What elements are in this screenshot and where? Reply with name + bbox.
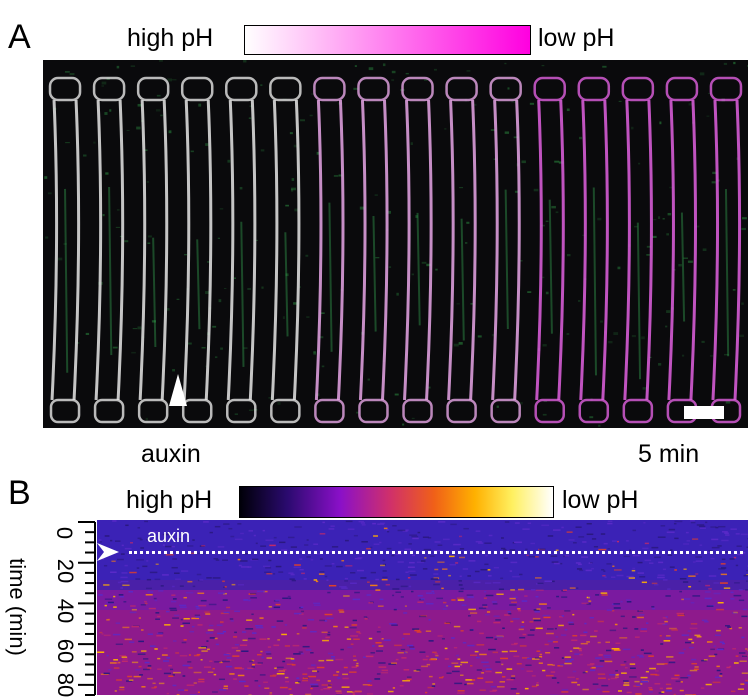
panel-a-letter: A: [8, 18, 31, 56]
time-axis-tick-20: 20: [53, 558, 79, 584]
panel-b-high-ph-label: high pH: [126, 486, 213, 514]
panel-a-low-ph-label: low pH: [538, 24, 615, 52]
panel-a-auxin-label: auxin: [141, 440, 201, 468]
time-axis-tick-0: 0: [52, 526, 78, 540]
kymograph-svg: [97, 520, 748, 695]
kymograph: auxin: [97, 520, 748, 695]
time-axis-label: time (min): [5, 558, 30, 656]
panel-b-colorbar: [239, 486, 554, 518]
panel-a-colorbar: [244, 25, 531, 55]
time-axis-tick-40: 40: [53, 598, 79, 624]
kymograph-auxin-label: auxin: [147, 526, 191, 546]
panel-a-high-ph-label: high pH: [127, 24, 214, 52]
auxin-dotted-line: [129, 551, 743, 554]
auxin-arrowhead-icon: [169, 374, 187, 406]
scale-bar: [684, 406, 724, 419]
time-axis-tick-60: 60: [53, 638, 79, 664]
time-axis-tick-80: 80: [53, 672, 79, 697]
time-axis: time (min) 0 20 40 60 80: [0, 520, 97, 697]
panel-a-time-label: 5 min: [638, 440, 700, 468]
montage-svg: [43, 60, 748, 428]
time-axis-ticks: [78, 521, 96, 696]
kymograph-arrowhead-icon: [97, 543, 119, 561]
root-timelapse-montage: [43, 60, 748, 428]
panel-b-low-ph-label: low pH: [562, 486, 639, 514]
panel-b-letter: B: [8, 474, 31, 512]
